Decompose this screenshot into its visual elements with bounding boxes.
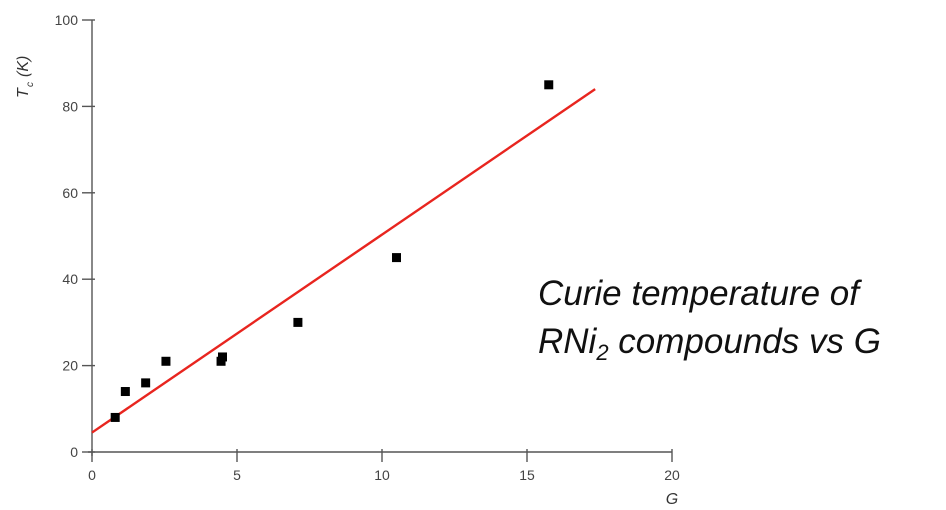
ticks: 0 20 40 60 80 100 0 5 10 15 20 — [55, 12, 680, 483]
data-points-layer — [110, 80, 554, 422]
x-tick-label: 0 — [88, 467, 96, 483]
chart-caption: Curie temperature of RNi2 compounds vs G — [538, 270, 881, 366]
x-tick-label: 15 — [519, 467, 535, 483]
data-point — [293, 317, 303, 327]
data-point — [218, 352, 227, 362]
caption-line-2-suffix: compounds vs G — [608, 322, 881, 361]
x-tick-label: 10 — [374, 467, 390, 483]
y-tick-label: 100 — [55, 12, 79, 28]
fit-line — [91, 88, 596, 434]
caption-line-2: RNi2 compounds vs G — [538, 318, 881, 366]
y-tick-label: 60 — [62, 185, 78, 201]
x-axis-title: G — [666, 491, 678, 508]
data-point — [120, 387, 130, 397]
y-axis-title-sub: c — [25, 82, 36, 87]
caption-line-2-prefix: RNi — [538, 322, 597, 361]
y-axis-title: T c (K) — [15, 56, 36, 98]
data-point — [110, 412, 120, 422]
y-tick-label: 0 — [70, 444, 78, 460]
x-tick-label: 5 — [233, 467, 241, 483]
y-tick-label: 20 — [62, 358, 78, 374]
fit-line-layer — [91, 88, 596, 434]
data-point — [141, 378, 151, 388]
data-point — [544, 80, 554, 90]
y-axis-title-main: T — [15, 87, 32, 98]
data-point — [161, 356, 171, 366]
data-point — [392, 253, 401, 263]
axes — [88, 20, 672, 456]
caption-line-1: Curie temperature of — [538, 274, 859, 313]
x-tick-label: 20 — [664, 467, 680, 483]
y-axis-title-unit: (K) — [15, 56, 32, 77]
caption-subscript: 2 — [596, 340, 609, 365]
y-tick-label: 40 — [62, 271, 78, 287]
y-tick-label: 80 — [62, 98, 78, 114]
